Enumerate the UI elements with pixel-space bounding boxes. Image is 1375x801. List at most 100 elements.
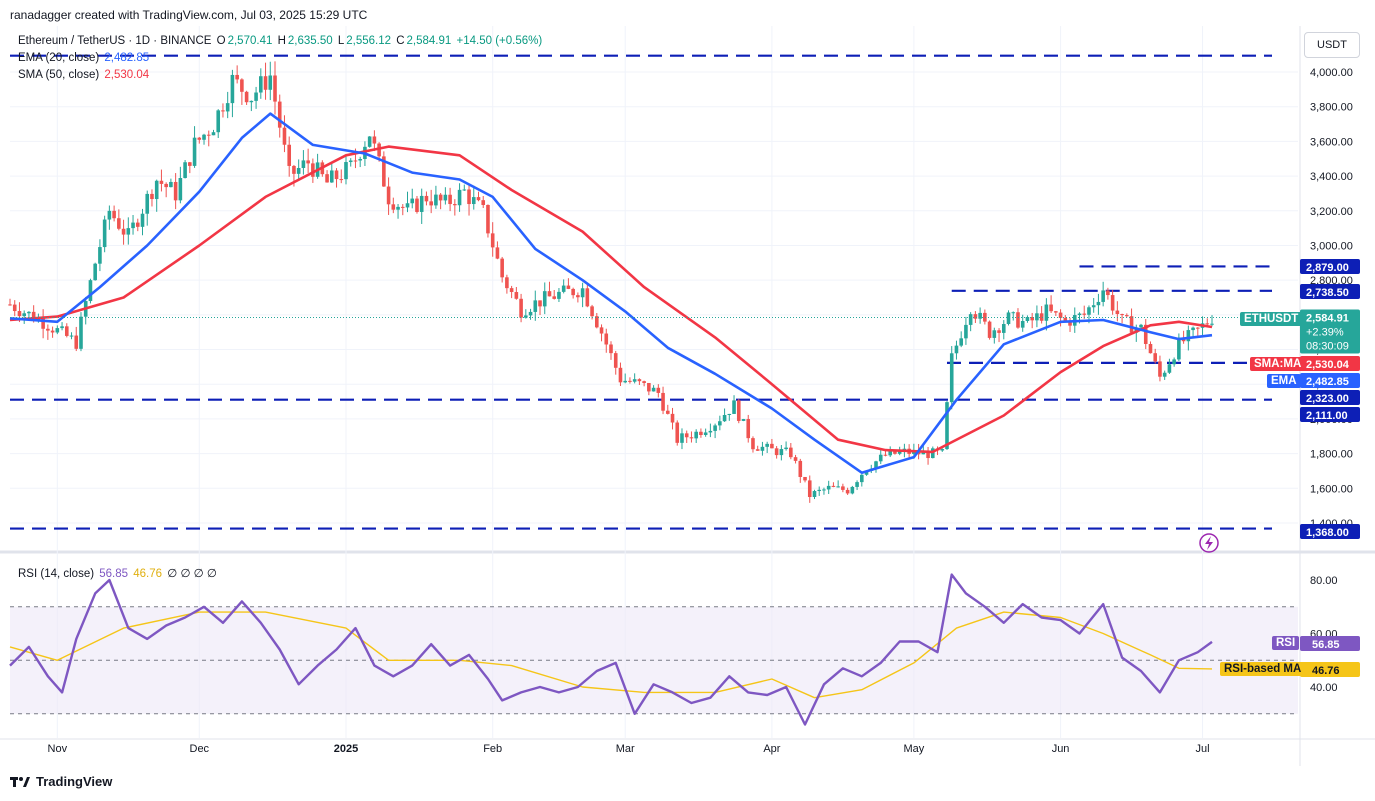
candle: [973, 311, 978, 323]
candle: [386, 177, 391, 215]
candle: [183, 160, 187, 179]
candle: [817, 486, 822, 496]
price-tag-level: [1300, 284, 1360, 299]
candle: [1172, 357, 1176, 367]
candle: [1006, 310, 1011, 326]
candle: [793, 454, 798, 464]
candle: [784, 441, 788, 451]
candle: [169, 178, 173, 188]
candle: [1049, 295, 1053, 314]
candle: [519, 293, 523, 323]
tradingview-footer[interactable]: TradingView: [10, 774, 112, 789]
lightning-icon[interactable]: [1199, 533, 1219, 553]
candle: [50, 326, 55, 338]
time-tick-label: 2025: [334, 743, 358, 755]
ema-20-line[interactable]: [9, 112, 1213, 475]
candle: [202, 133, 206, 145]
candle: [98, 239, 102, 272]
candle: [1158, 355, 1162, 382]
candle: [585, 284, 590, 308]
candle: [665, 404, 670, 415]
candle: [467, 184, 471, 216]
candle: [613, 350, 618, 375]
candle: [718, 415, 722, 431]
candle: [841, 483, 845, 493]
candle: [334, 168, 339, 188]
candle: [1025, 315, 1030, 323]
rsi-line[interactable]: [9, 573, 1213, 726]
rsi-legend: RSI (14, close) 56.85 46.76 ∅ ∅ ∅ ∅: [18, 568, 217, 580]
tradingview-logo-icon: [10, 776, 30, 787]
candle: [642, 380, 646, 387]
candle: [1196, 327, 1200, 337]
candle: [192, 126, 197, 168]
symbol-legend: Ethereum / TetherUS · 1D · BINANCE O 2,57…: [18, 35, 543, 47]
time-tick-label: Jul: [1196, 743, 1210, 755]
ema-legend-value: 2,482.85: [104, 52, 150, 64]
candle: [244, 90, 249, 105]
candle: [372, 130, 377, 152]
candle: [552, 289, 557, 300]
currency-button[interactable]: USDT: [1304, 32, 1360, 58]
rsi-value-tag: [1300, 636, 1360, 651]
price-tick-label: 3,000.00: [1310, 240, 1353, 252]
ema-legend: EMA (20, close) 2,482.85: [18, 52, 150, 64]
change-value: +14.50 (+0.56%): [456, 35, 543, 47]
candle: [836, 480, 840, 488]
candle: [173, 173, 178, 210]
candle: [344, 154, 348, 185]
candle: [1001, 320, 1006, 340]
candle: [926, 446, 930, 465]
candle: [798, 458, 803, 483]
candle: [1162, 370, 1167, 380]
candle: [259, 68, 263, 99]
candle: [79, 312, 83, 352]
candle: [1096, 293, 1101, 315]
candle: [8, 298, 12, 306]
candle: [647, 382, 651, 396]
sma-50-line[interactable]: [9, 145, 1213, 454]
candle: [159, 169, 164, 192]
candle: [391, 197, 396, 214]
price-tag-ema: [1300, 373, 1360, 388]
price-tag-label: 2,482.85: [1306, 376, 1349, 388]
candle: [874, 460, 878, 473]
candle: [1044, 298, 1049, 331]
candle: [860, 474, 864, 487]
candle: [74, 326, 79, 352]
rsi-legend-value: 56.85: [99, 568, 129, 580]
candle: [987, 320, 992, 340]
candle: [235, 65, 239, 84]
sma-legend: SMA (50, close) 2,530.04: [18, 69, 150, 81]
candle: [557, 288, 561, 302]
price-tag-label: 2,323.00: [1306, 393, 1349, 405]
candle: [803, 476, 807, 483]
price-tick-label: 1,600.00: [1310, 483, 1353, 495]
time-tick-label: Jun: [1052, 743, 1070, 755]
ticker-label: ETHUSDT: [1240, 312, 1303, 326]
candle: [727, 413, 732, 421]
candle: [779, 445, 784, 461]
candle: [964, 316, 968, 345]
open-value: 2,570.41: [227, 35, 273, 47]
ema-label: EMA: [1267, 374, 1301, 388]
candle: [524, 309, 528, 319]
price-tag-sma: [1300, 356, 1360, 371]
candle: [476, 191, 481, 202]
candle: [1191, 326, 1195, 337]
candle: [1167, 358, 1172, 375]
candle: [495, 241, 500, 260]
symbol-title: Ethereum / TetherUS · 1D · BINANCE: [18, 35, 212, 47]
candle: [1020, 314, 1025, 332]
low-value: 2,556.12: [346, 35, 392, 47]
candle: [145, 190, 150, 226]
candle: [509, 285, 514, 299]
candle: [689, 431, 694, 443]
candle: [500, 256, 504, 283]
sma-label: SMA:MA: [1250, 357, 1306, 371]
candle: [490, 222, 495, 257]
candle: [107, 205, 112, 230]
price-tag-level: [1300, 524, 1360, 539]
candle: [670, 407, 675, 430]
